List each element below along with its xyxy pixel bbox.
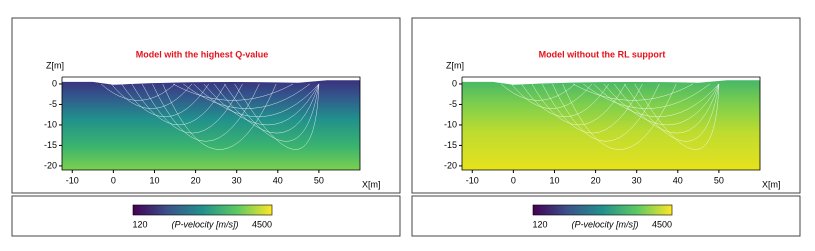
x-axis-label: X[m] bbox=[362, 179, 381, 189]
axes bbox=[461, 76, 761, 171]
ray-path bbox=[203, 83, 320, 126]
x-axis-label: X[m] bbox=[762, 179, 781, 189]
ray-path bbox=[131, 83, 226, 125]
y-tick-label: -15 bbox=[44, 140, 57, 150]
y-tick-label: -5 bbox=[49, 99, 57, 109]
panel-title: Model without the RL support bbox=[539, 49, 666, 59]
ray-path bbox=[593, 83, 720, 117]
ray-path bbox=[121, 83, 209, 117]
x-tick-label: 10 bbox=[149, 175, 159, 185]
ray-path bbox=[183, 83, 311, 109]
x-tick-label: -10 bbox=[66, 175, 79, 185]
panel-title: Model with the highest Q-value bbox=[136, 49, 269, 59]
ray-paths bbox=[100, 83, 320, 150]
ray-path bbox=[511, 83, 593, 109]
ray-path bbox=[111, 83, 193, 109]
ray-path bbox=[521, 83, 609, 117]
colorbar-label: (P-velocity [m/s]) bbox=[171, 219, 238, 229]
topography bbox=[62, 76, 360, 85]
y-tick-label: -10 bbox=[44, 119, 57, 129]
colorbar-frame bbox=[411, 195, 801, 237]
x-tick-label: -10 bbox=[466, 175, 479, 185]
colorbar-frame bbox=[11, 195, 401, 237]
axes bbox=[61, 76, 361, 171]
y-tick-label: -5 bbox=[449, 99, 457, 109]
colorbar-min: 120 bbox=[532, 219, 547, 229]
ray-path bbox=[100, 83, 176, 101]
y-axis-label: Z[m] bbox=[446, 60, 464, 70]
y-tick-label: -15 bbox=[444, 140, 457, 150]
ray-path bbox=[613, 83, 720, 134]
ray-path bbox=[572, 83, 694, 101]
velocity-field bbox=[462, 77, 760, 170]
x-tick-label: 20 bbox=[191, 175, 201, 185]
panel-frame bbox=[11, 17, 401, 194]
x-tick-label: 40 bbox=[273, 175, 283, 185]
y-tick-label: 0 bbox=[52, 78, 57, 88]
ray-path bbox=[583, 83, 711, 109]
x-tick-label: 50 bbox=[314, 175, 324, 185]
colorbar-max: 4500 bbox=[652, 219, 672, 229]
y-tick-label: -20 bbox=[44, 160, 57, 170]
ray-path bbox=[531, 83, 626, 125]
colorbar-min: 120 bbox=[132, 219, 147, 229]
ray-path bbox=[193, 83, 320, 117]
x-tick-label: 30 bbox=[232, 175, 242, 185]
ray-path bbox=[603, 83, 720, 126]
velocity-field bbox=[62, 77, 360, 170]
x-tick-label: 50 bbox=[714, 175, 724, 185]
colorbar-label: (P-velocity [m/s]) bbox=[571, 219, 638, 229]
ray-path bbox=[213, 83, 320, 134]
ray-path bbox=[172, 83, 294, 101]
x-tick-label: 20 bbox=[591, 175, 601, 185]
colorbar bbox=[532, 204, 673, 216]
panel-frame bbox=[411, 17, 801, 194]
x-tick-label: 0 bbox=[111, 175, 116, 185]
ray-path bbox=[162, 83, 277, 150]
colorbar-max: 4500 bbox=[252, 219, 272, 229]
ray-path bbox=[500, 83, 576, 101]
y-axis-label: Z[m] bbox=[46, 60, 64, 70]
colorbar bbox=[132, 204, 273, 216]
x-tick-label: 40 bbox=[673, 175, 683, 185]
x-tick-label: 30 bbox=[632, 175, 642, 185]
x-tick-label: 0 bbox=[511, 175, 516, 185]
y-tick-label: 0 bbox=[452, 78, 457, 88]
topography bbox=[462, 76, 760, 85]
x-tick-label: 10 bbox=[549, 175, 559, 185]
y-tick-label: -10 bbox=[444, 119, 457, 129]
ray-path bbox=[562, 83, 677, 150]
y-tick-label: -20 bbox=[444, 160, 457, 170]
